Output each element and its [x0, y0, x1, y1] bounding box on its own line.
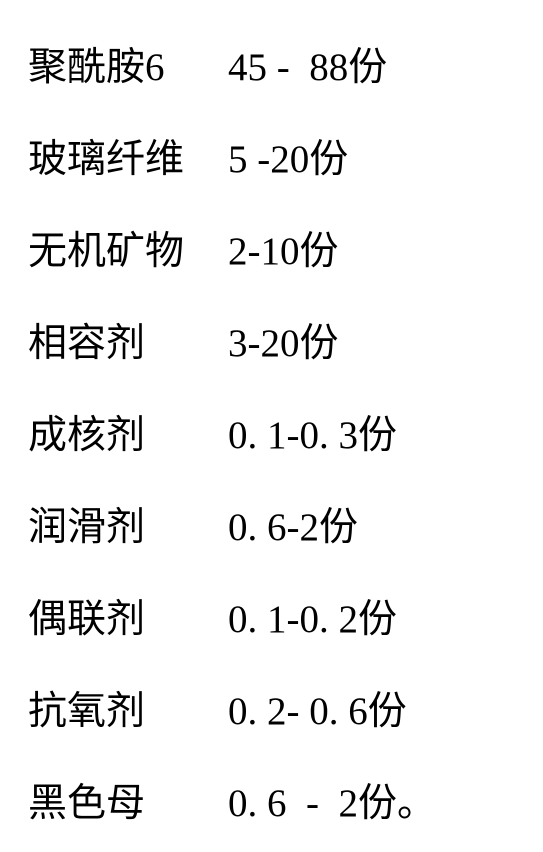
- composition-list: 聚酰胺6 45 - 88份 玻璃纤维 5 -20份 无机矿物 2-10份 相容剂…: [0, 0, 543, 852]
- ingredient-amount: 2-10份: [228, 220, 339, 276]
- table-row: 无机矿物 2-10份: [28, 202, 543, 294]
- ingredient-label: 黑色母: [28, 772, 228, 828]
- ingredient-label: 成核剂: [28, 404, 228, 460]
- table-row: 黑色母 0. 6 - 2份。: [28, 754, 543, 846]
- ingredient-amount: 0. 1-0. 2份: [228, 588, 397, 644]
- ingredient-label: 无机矿物: [28, 220, 228, 276]
- table-row: 玻璃纤维 5 -20份: [28, 110, 543, 202]
- ingredient-label: 相容剂: [28, 312, 228, 368]
- table-row: 聚酰胺6 45 - 88份: [28, 18, 543, 110]
- ingredient-label: 偶联剂: [28, 588, 228, 644]
- ingredient-amount: 45 - 88份: [228, 36, 387, 92]
- table-row: 相容剂 3-20份: [28, 294, 543, 386]
- table-row: 抗氧剂 0. 2- 0. 6份: [28, 662, 543, 754]
- ingredient-label: 润滑剂: [28, 496, 228, 552]
- ingredient-amount: 0. 6 - 2份。: [228, 772, 436, 828]
- ingredient-amount: 3-20份: [228, 312, 339, 368]
- table-row: 成核剂 0. 1-0. 3份: [28, 386, 543, 478]
- ingredient-amount: 5 -20份: [228, 128, 348, 184]
- ingredient-amount: 0. 6-2份: [228, 496, 358, 552]
- ingredient-label: 聚酰胺6: [28, 36, 228, 92]
- table-row: 润滑剂 0. 6-2份: [28, 478, 543, 570]
- ingredient-amount: 0. 1-0. 3份: [228, 404, 397, 460]
- ingredient-label: 抗氧剂: [28, 680, 228, 736]
- ingredient-amount: 0. 2- 0. 6份: [228, 680, 407, 736]
- ingredient-label: 玻璃纤维: [28, 128, 228, 184]
- table-row: 偶联剂 0. 1-0. 2份: [28, 570, 543, 662]
